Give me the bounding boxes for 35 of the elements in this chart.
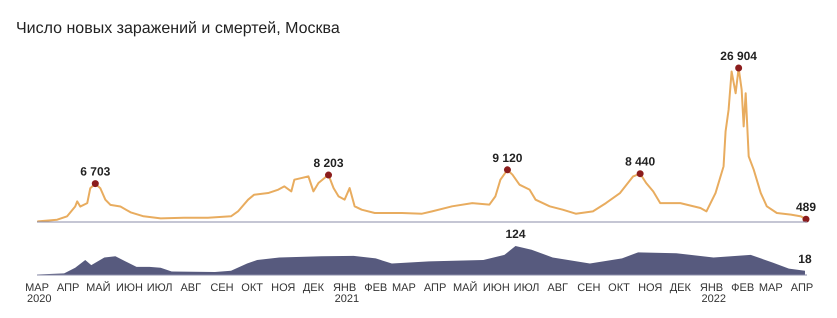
x-tick-label: ДЕК xyxy=(302,282,325,294)
x-tick-label: МАЙ xyxy=(86,281,111,294)
x-tick-label: ИЮЛ xyxy=(514,282,540,294)
data-label: 9 120 xyxy=(492,150,523,165)
data-label: 26 904 xyxy=(720,49,758,63)
x-tick-label: АВГ xyxy=(547,282,568,294)
x-tick-label: ИЮН xyxy=(116,282,144,294)
x-tick-label: СЕН xyxy=(577,282,601,294)
data-label: 6 703 xyxy=(80,164,111,179)
x-tick-label: АПР xyxy=(790,282,814,294)
data-label: 18 xyxy=(798,252,812,266)
x-tick-label: АПР xyxy=(424,282,446,294)
data-label: 124 xyxy=(505,227,526,241)
chart-title: Число новых заражений и смертей, Москва xyxy=(16,20,340,37)
x-tick-label: МАР 2020 xyxy=(25,282,52,305)
x-tick-label: НОЯ xyxy=(638,282,662,294)
x-tick-label: ОКТ xyxy=(608,282,630,294)
x-tick-label: ФЕВ xyxy=(731,282,754,294)
x-tick-label: ДЕК xyxy=(670,282,692,294)
data-label: 8 440 xyxy=(625,154,656,169)
data-label: 8 203 xyxy=(314,156,344,170)
x-tick-label: ЯНВ 2021 xyxy=(332,282,360,305)
x-tick-label: ЯНВ 2022 xyxy=(700,282,726,305)
x-tick-label: ФЕВ xyxy=(364,282,388,294)
x-tick-label: МАР xyxy=(392,282,416,294)
x-tick-label: ИЮЛ xyxy=(146,282,173,294)
x-tick-label: АПР xyxy=(56,282,80,294)
x-tick-label: МАР xyxy=(758,282,783,294)
x-tick-label: МАЙ xyxy=(453,281,478,294)
x-tick-label: НОЯ xyxy=(271,282,296,294)
x-tick-label: СЕН xyxy=(210,282,234,294)
data-label: 489 xyxy=(796,200,816,214)
x-tick-label: ОКТ xyxy=(241,282,264,294)
x-tick-label: АВГ xyxy=(180,282,202,294)
x-tick-label: ИЮН xyxy=(482,282,510,294)
